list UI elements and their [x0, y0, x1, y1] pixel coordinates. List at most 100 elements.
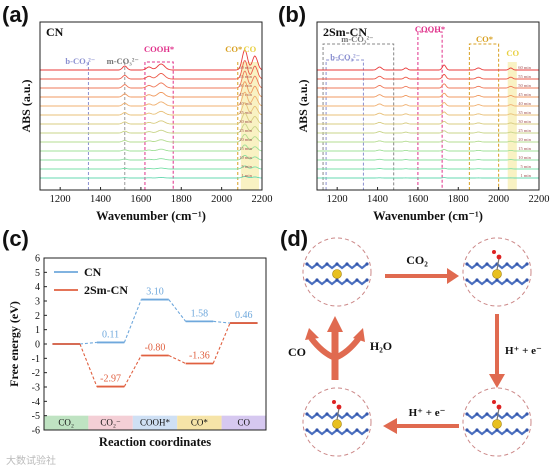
y-axis-label: Free energy (eV): [7, 301, 21, 387]
category-label-0: CO₂: [58, 417, 74, 427]
time-label-6: 30 min: [239, 119, 252, 124]
catalyst-atom-1-1-10: [515, 278, 519, 282]
catalyst-atom-3-0-8: [345, 412, 349, 416]
adsorbate-bond-2: [496, 407, 500, 421]
label-product-h2o: H₂O: [370, 339, 392, 353]
catalyst-atom-0-1-4: [325, 278, 329, 282]
spectrum-line-8: [40, 133, 263, 143]
spectrum-line-9: [317, 149, 539, 152]
watermark-text: 大数试验社: [6, 456, 56, 467]
band-label-2: COOH*: [415, 24, 445, 34]
label-product-co: CO: [288, 345, 306, 359]
time-label-1: 55 min: [239, 74, 252, 79]
energy-connector-1-0: [79, 343, 98, 387]
energy-connector-0-0: [79, 341, 97, 345]
arrow-step1: [385, 268, 459, 284]
spectrum-line-7: [317, 130, 539, 134]
spectrum-line-8: [317, 139, 539, 143]
spectrum-line-3: [317, 92, 539, 98]
y-axis-label: ABS (a.u.): [19, 79, 33, 132]
category-strip-0: [44, 415, 89, 430]
band-label-4: CO: [244, 44, 257, 54]
band-marker-2: [417, 31, 443, 190]
panel-a-letter: (a): [2, 2, 29, 27]
label-step1: CO₂: [406, 253, 428, 267]
label-step2: H⁺ + e⁻: [505, 345, 542, 357]
energy-value-label-0-1: 0.11: [102, 329, 119, 340]
x-tick-label-1: 1400: [367, 194, 388, 205]
energy-connector-1-2: [168, 354, 186, 364]
x-tick-label-5: 2200: [252, 194, 273, 205]
time-label-2: 50 min: [518, 83, 531, 88]
spectrum-line-11: [40, 165, 263, 170]
time-label-6: 30 min: [518, 119, 531, 124]
energy-connector-0-3: [213, 320, 231, 324]
catalyst-atom-0-0-4: [325, 262, 329, 266]
scheme-d-mechanism: CO₂ H⁺ + e⁻ H⁺ + e⁻ CO H₂O: [288, 237, 542, 457]
arrow-co-branch: [308, 336, 337, 361]
time-label-7: 25 min: [518, 128, 531, 133]
arrow-product-head: [327, 316, 343, 332]
spectrum-line-1: [40, 60, 263, 80]
x-tick-label-0: 1200: [327, 194, 348, 205]
category-strip-2: [132, 415, 178, 430]
band-label-1: m-CO₃²⁻: [107, 56, 139, 66]
y-tick-label-10: 4: [35, 282, 40, 293]
spectrum-line-3: [40, 81, 263, 98]
time-label-10: 10 min: [518, 155, 531, 160]
catalyst-atom-1-1-12: [525, 278, 529, 282]
catalyst-atom-1-1-2: [475, 278, 479, 282]
spectrum-line-7: [40, 123, 263, 134]
spectrum-line-6: [317, 120, 539, 125]
adsorbate-o2-atom-1: [492, 250, 496, 254]
band-marker-0: [322, 43, 395, 190]
band-label-3: CO*: [225, 44, 242, 54]
time-label-5: 35 min: [239, 110, 252, 115]
catalyst-atom-2-0-8: [505, 412, 509, 416]
catalyst-atom-0-0-8: [345, 262, 349, 266]
catalyst-atom-1-1-6: [495, 278, 499, 282]
catalyst-atom-0-1-0: [305, 278, 309, 282]
band-marker-1: [325, 59, 364, 190]
spectrum-line-0: [317, 64, 539, 71]
spectrum-line-9: [40, 144, 263, 152]
sample-label: CN: [46, 25, 64, 39]
catalyst-atom-1-1-8: [505, 278, 509, 282]
x-tick-label-5: 2200: [529, 194, 550, 205]
x-tick-label-3: 1800: [171, 194, 192, 205]
catalyst-atom-0-1-6: [335, 278, 339, 282]
arrow-co-head: [305, 328, 319, 340]
spectrum-line-0: [40, 49, 263, 71]
band-label-1: b-CO₃²⁻: [330, 52, 360, 62]
time-label-1: 55 min: [518, 74, 531, 79]
spectrum-line-6: [40, 112, 263, 125]
catalyst-atom-3-1-6: [335, 428, 339, 432]
catalyst-atom-1-1-4: [485, 278, 489, 282]
catalyst-atom-1-0-12: [525, 262, 529, 266]
arrow-step3: [383, 418, 459, 434]
chart-c-free-energy: CO₂ CO₂⁻ COOH* CO* CO -6 -5 -4 -3 -2 -1 0 1 2 3 4 5 6 Free…: [7, 254, 267, 449]
time-label-3: 45 min: [518, 92, 531, 97]
sm-atom-3: [332, 419, 342, 429]
panel-d-letter: (d): [280, 226, 309, 251]
catalyst-atom-0-1-2: [315, 278, 319, 282]
time-label-4: 40 min: [518, 101, 531, 106]
catalyst-atom-3-1-8: [345, 428, 349, 432]
spectrum-line-12: [40, 176, 263, 179]
adsorbate-o2-atom-3: [332, 400, 336, 404]
y-tick-label-4: -2: [32, 368, 40, 379]
band-label-2: COOH*: [144, 44, 174, 54]
energy-connector-1-3: [212, 322, 231, 364]
energy-value-label-1-1: -2.97: [100, 374, 121, 385]
energy-value-label-1-3: -1.36: [189, 350, 210, 361]
time-label-0: 60 min: [239, 65, 252, 70]
catalyst-atom-2-1-0: [465, 428, 469, 432]
panel-b-letter: (b): [278, 2, 307, 27]
catalyst-atom-3-0-2: [315, 412, 319, 416]
panel-c-letter: (c): [2, 226, 29, 251]
adsorbate-o2-atom-2: [492, 400, 496, 404]
category-label-4: CO: [238, 417, 251, 427]
catalyst-atom-0-0-6: [335, 262, 339, 266]
category-strip-4: [221, 415, 266, 430]
catalyst-atom-1-0-2: [475, 262, 479, 266]
